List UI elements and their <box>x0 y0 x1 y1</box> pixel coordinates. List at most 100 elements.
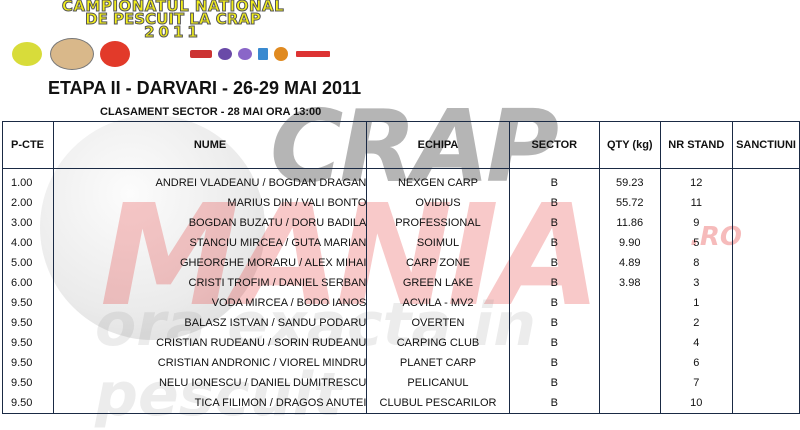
page-title: ETAPA II - DARVARI - 26-29 MAI 2011 <box>48 78 362 98</box>
cell-sanctions <box>732 293 800 313</box>
sponsor-logo <box>274 47 288 61</box>
cell-qty <box>598 393 661 414</box>
cell-sanctions <box>732 373 800 393</box>
table-row: 9.50 CRISTIAN RUDEANU / SORIN RUDEANU CARP… <box>2 333 800 353</box>
cell-sector: B <box>508 168 600 193</box>
cell-team: OVERTEN <box>366 313 510 333</box>
cell-stand: 12 <box>659 168 734 193</box>
cell-qty: 55.72 <box>598 193 661 213</box>
sponsor-logo <box>258 48 268 60</box>
cell-qty <box>598 353 661 373</box>
cell-stand: 1 <box>659 293 734 313</box>
sponsor-logo <box>238 48 252 60</box>
cell-team: GREEN LAKE <box>366 273 510 293</box>
cell-sanctions <box>732 353 800 373</box>
cell-qty <box>598 333 661 353</box>
sponsor-logo <box>296 51 330 57</box>
cell-qty: 9.90 <box>598 233 661 253</box>
col-header-name: NUME <box>52 121 368 169</box>
col-header-qty: QTY (kg) <box>598 121 661 169</box>
cell-sanctions <box>732 168 800 193</box>
cell-qty: 59.23 <box>598 168 661 193</box>
col-header-points: P-CTE <box>2 121 54 169</box>
cell-sanctions <box>732 253 800 273</box>
cell-sector: B <box>508 293 600 313</box>
cell-points: 9.50 <box>2 333 54 353</box>
cell-points: 9.50 <box>2 293 54 313</box>
banner-line: CAMPIONATUL NATIONAL <box>61 0 285 15</box>
sponsor-logo <box>190 50 212 58</box>
table-row: 3.00 BOGDAN BUZATU / DORU BADILA PROFESSIO… <box>2 213 800 233</box>
table-row: 9.50 TICA FILIMON / DRAGOS ANUTEI CLUBUL P… <box>2 393 800 414</box>
club-logo <box>50 38 94 70</box>
cell-sector: B <box>508 393 600 414</box>
cell-team: CLUBUL PESCARILOR <box>366 393 510 414</box>
cell-qty <box>598 373 661 393</box>
cell-sanctions <box>732 393 800 414</box>
cell-name: BALASZ ISTVAN / SANDU PODARU <box>52 313 368 333</box>
cell-team: PELICANUL <box>366 373 510 393</box>
cell-qty: 11.86 <box>598 213 661 233</box>
cell-team: CARP ZONE <box>366 253 510 273</box>
cell-sanctions <box>732 193 800 213</box>
table-header-row: P-CTE NUME ECHIPA SECTOR QTY (kg) NR STA… <box>2 121 800 169</box>
table-row: 5.00 GHEORGHE MORARU / ALEX MIHAI CARP ZON… <box>2 253 800 273</box>
cell-sanctions <box>732 233 800 253</box>
banner-line: DE PESCUIT LA CRAP <box>85 10 262 28</box>
table-row: 9.50 BALASZ ISTVAN / SANDU PODARU OVERTEN B… <box>2 313 800 333</box>
cell-name: BOGDAN BUZATU / DORU BADILA <box>52 213 368 233</box>
cell-name: MARIUS DIN / VALI BONTO <box>52 193 368 213</box>
cell-qty: 3.98 <box>598 273 661 293</box>
cell-name: GHEORGHE MORARU / ALEX MIHAI <box>52 253 368 273</box>
cell-sector: B <box>508 273 600 293</box>
cell-qty: 4.89 <box>598 253 661 273</box>
cell-sector: B <box>508 253 600 273</box>
cell-sector: B <box>508 193 600 213</box>
cell-name: STANCIU MIRCEA / GUTA MARIAN <box>52 233 368 253</box>
cell-team: NEXGEN CARP <box>366 168 510 193</box>
cell-sector: B <box>508 233 600 253</box>
table-row: 2.00 MARIUS DIN / VALI BONTO OVIDIUS B 55.72… <box>2 193 800 213</box>
apcr-logo <box>100 41 130 67</box>
cell-sector: B <box>508 373 600 393</box>
table-row: 4.00 STANCIU MIRCEA / GUTA MARIAN SOIMUL B 9… <box>2 233 800 253</box>
table-row: 6.00 CRISTI TROFIM / DANIEL SERBAN GREEN L… <box>2 273 800 293</box>
cell-sanctions <box>732 313 800 333</box>
sponsor-logo <box>218 48 232 60</box>
cell-stand: 9 <box>659 213 734 233</box>
cell-team: OVIDIUS <box>366 193 510 213</box>
cell-stand: 4 <box>659 333 734 353</box>
cell-stand: 5 <box>659 233 734 253</box>
banner-line: 2011 <box>144 23 202 41</box>
table-row: 1.00 ANDREI VLADEANU / BOGDAN DRAGAN NEXGE… <box>2 168 800 193</box>
association-logo <box>12 42 42 66</box>
cell-stand: 6 <box>659 353 734 373</box>
col-header-stand: NR STAND <box>659 121 734 169</box>
cell-sanctions <box>732 333 800 353</box>
col-header-sanctions: SANCTIUNI <box>732 121 800 169</box>
cell-name: NELU IONESCU / DANIEL DUMITRESCU <box>52 373 368 393</box>
cell-qty <box>598 313 661 333</box>
cell-team: PLANET CARP <box>366 353 510 373</box>
cell-stand: 10 <box>659 393 734 414</box>
cell-stand: 8 <box>659 253 734 273</box>
page-subtitle: CLASAMENT SECTOR - 28 MAI ORA 13:00 <box>100 106 322 118</box>
cell-points: 4.00 <box>2 233 54 253</box>
sponsor-logos <box>10 38 340 70</box>
cell-stand: 11 <box>659 193 734 213</box>
col-header-team: ECHIPA <box>366 121 510 169</box>
cell-name: CRISTI TROFIM / DANIEL SERBAN <box>52 273 368 293</box>
cell-name: CRISTIAN RUDEANU / SORIN RUDEANU <box>52 333 368 353</box>
cell-sanctions <box>732 213 800 233</box>
table-row: 9.50 CRISTIAN ANDRONIC / VIOREL MINDRU PLA… <box>2 353 800 373</box>
table-row: 9.50 VODA MIRCEA / BODO IANOS ACVILA - MV2… <box>2 293 800 313</box>
cell-sanctions <box>732 273 800 293</box>
col-header-sector: SECTOR <box>508 121 600 169</box>
cell-points: 2.00 <box>2 193 54 213</box>
cell-points: 3.00 <box>2 213 54 233</box>
cell-team: SOIMUL <box>366 233 510 253</box>
cell-sector: B <box>508 213 600 233</box>
table-row: 9.50 NELU IONESCU / DANIEL DUMITRESCU PELI… <box>2 373 800 393</box>
cell-points: 9.50 <box>2 373 54 393</box>
cell-sector: B <box>508 353 600 373</box>
